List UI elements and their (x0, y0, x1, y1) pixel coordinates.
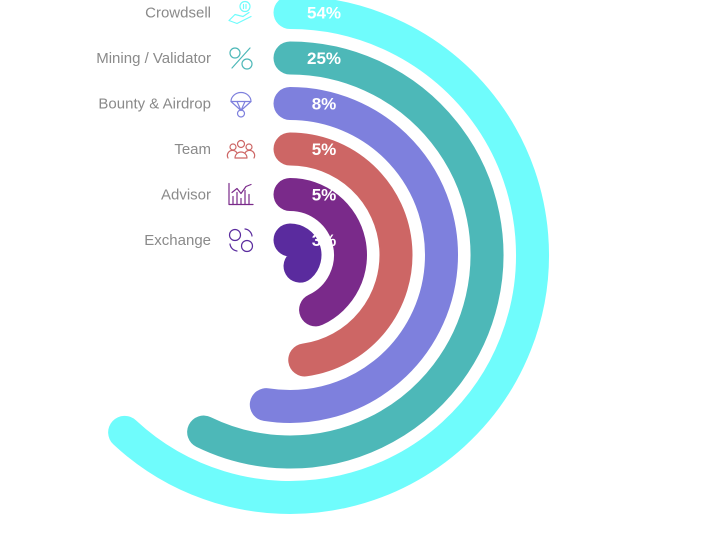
category-label: Crowdsell (145, 5, 211, 22)
category-label: Bounty & Airdrop (98, 96, 211, 113)
parachute-icon (230, 91, 252, 118)
category-label: Exchange (144, 232, 211, 249)
percentage-label-group: 54% 25% 8% 5% 5% 3% (307, 4, 341, 251)
arc-group (108, 0, 549, 514)
arc-exchange (273, 223, 322, 283)
arc-advisor (273, 178, 367, 327)
category-label: Mining / Validator (96, 50, 211, 67)
percentage-label: 3% (312, 231, 337, 250)
percentage-label: 54% (307, 4, 341, 23)
bar-chart-icon (228, 182, 254, 206)
icon-group (226, 0, 256, 253)
percentage-label: 8% (312, 95, 337, 114)
arc-crowdsell (108, 0, 549, 514)
category-label: Team (174, 141, 211, 158)
crypto-percent-icon (229, 47, 253, 70)
percentage-label: 25% (307, 49, 341, 68)
hand-coin-icon (228, 0, 252, 25)
team-icon (226, 139, 256, 159)
category-label: Advisor (161, 187, 211, 204)
currency-exchange-icon (228, 228, 254, 253)
arc-bounty-airdrop (249, 87, 458, 423)
category-label-group: Crowdsell Mining / Validator Bounty & Aird… (96, 5, 211, 250)
percentage-label: 5% (312, 140, 337, 159)
percentage-label: 5% (312, 186, 337, 205)
arc-team (273, 132, 413, 377)
arc-mining-validator (187, 41, 504, 469)
